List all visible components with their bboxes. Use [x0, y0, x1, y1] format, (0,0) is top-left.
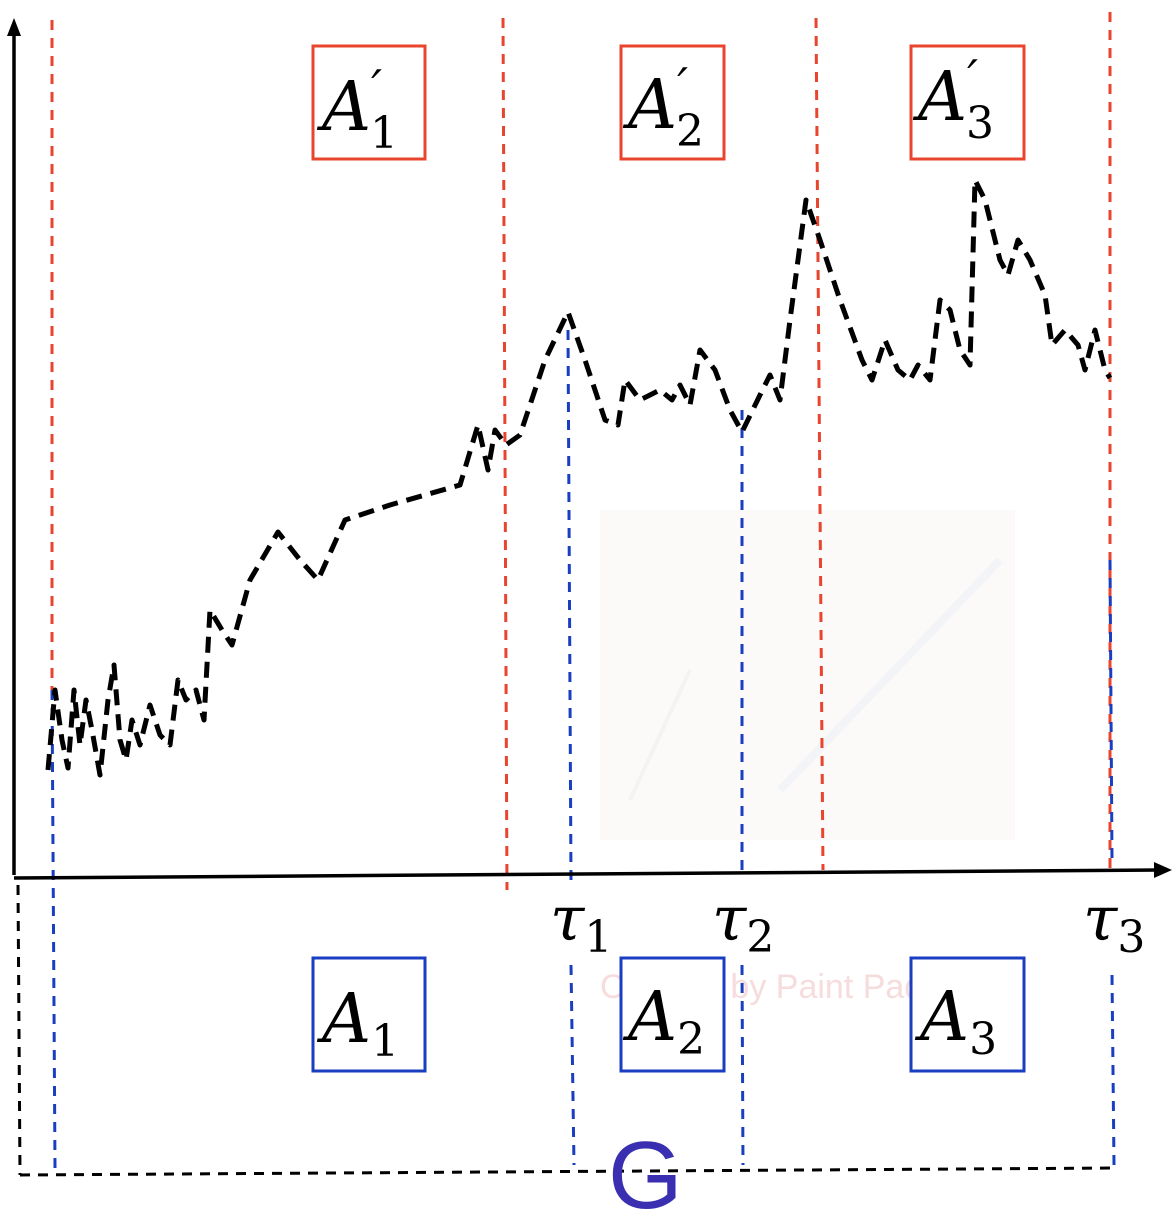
top-box-1: A′ 1 — [311, 44, 427, 161]
tau-label-2-base: τ — [712, 882, 748, 955]
bottom-box-3-base: A — [914, 978, 969, 1057]
blue-marker-tau2-lower — [740, 964, 745, 1166]
watermark-graphic — [600, 510, 1015, 840]
tau-label-3-base: τ — [1083, 882, 1119, 955]
top-box-3: A′ 3 — [909, 44, 1026, 161]
svg-text:A3: A3 — [914, 978, 997, 1065]
red-boundary-3 — [814, 17, 825, 871]
group-label: G — [608, 1122, 683, 1228]
tau-label-3-sub: 3 — [1117, 912, 1145, 963]
bottom-box-1-base: A — [316, 980, 371, 1059]
tau-label-1: τ1 — [550, 882, 612, 963]
x-axis-arrowhead — [1154, 862, 1172, 878]
svg-text:A′2: A′ 2 — [622, 58, 704, 157]
bottom-box-3-sub: 3 — [969, 1014, 997, 1065]
bottom-box-2: A2 — [619, 956, 726, 1073]
blue-marker-start — [50, 689, 57, 1169]
svg-text:A′1: A′ 1 — [316, 60, 398, 159]
tau-label-3: τ3 — [1083, 882, 1145, 963]
svg-text:A1: A1 — [316, 980, 399, 1067]
top-box-1-prime: ′ — [371, 60, 382, 116]
bottom-box-2-base: A — [622, 978, 677, 1057]
top-box-1-sub: 1 — [370, 108, 398, 159]
blue-marker-tau3-upper — [1108, 559, 1114, 861]
top-box-2-base: A — [622, 66, 677, 145]
top-box-2-sub: 2 — [676, 106, 704, 157]
top-box-3-prime: ′ — [967, 50, 978, 106]
blue-marker-tau1-lower — [569, 964, 576, 1166]
bottom-box-3: A3 — [909, 956, 1026, 1073]
red-boundaries — [50, 12, 1112, 891]
svg-text:A2: A2 — [622, 978, 705, 1065]
time-series-line — [45, 177, 1113, 778]
tau-label-1-sub: 1 — [584, 912, 612, 963]
top-box-3-sub: 3 — [966, 98, 994, 149]
red-boundary-2 — [501, 17, 509, 891]
y-axis-arrowhead — [7, 18, 21, 36]
top-box-2-prime: ′ — [677, 58, 688, 114]
blue-marker-tau3-lower — [1110, 974, 1116, 1166]
group-bracket — [16, 884, 1117, 1177]
bottom-box-1: A1 — [311, 956, 427, 1073]
blue-markers — [50, 329, 1116, 1169]
axes — [7, 18, 1172, 880]
svg-text:A′3: A′ 3 — [912, 50, 994, 149]
bottom-box-2-sub: 2 — [677, 1014, 705, 1065]
blue-marker-tau1-upper — [566, 329, 573, 881]
x-axis — [13, 868, 1159, 880]
group-bracket-left — [16, 884, 22, 1176]
tau-label-1-base: τ — [550, 882, 586, 955]
group-bracket-bottom — [19, 1166, 1117, 1177]
tau-label-2-sub: 2 — [746, 912, 774, 963]
top-box-2: A′ 2 — [619, 44, 726, 161]
tau-label-2: τ2 — [712, 882, 774, 963]
bottom-box-1-sub: 1 — [371, 1016, 399, 1067]
top-box-1-base: A — [316, 68, 371, 147]
top-box-3-base: A — [912, 58, 967, 137]
